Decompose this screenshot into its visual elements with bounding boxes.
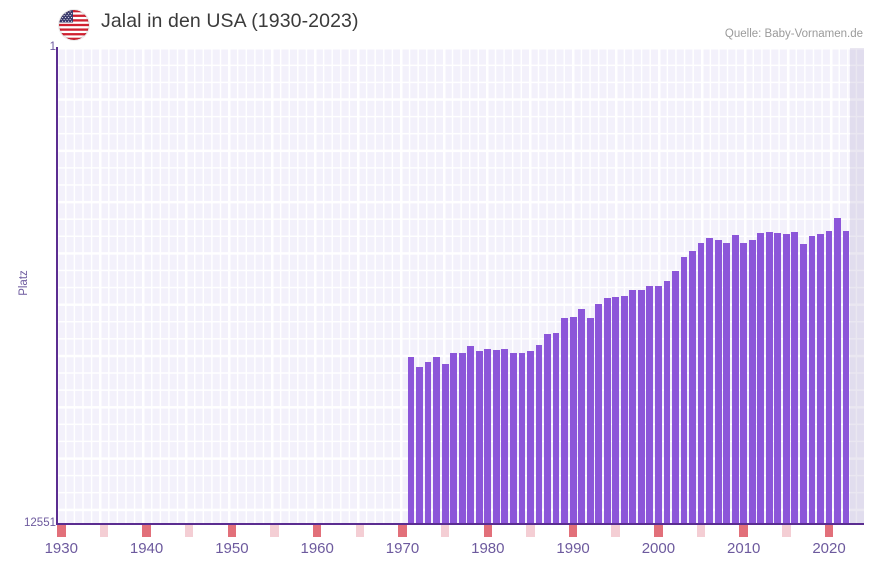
x-axis-label-1960: 1960 (300, 540, 334, 557)
x-tick-2000 (654, 525, 663, 537)
y-axis-top-value: 1 (49, 41, 56, 53)
y-axis-line (56, 47, 58, 525)
x-tick-1945 (184, 525, 194, 537)
x-tick-1980 (483, 525, 493, 537)
x-tick-1940 (142, 525, 151, 537)
x-tick-1955 (270, 525, 279, 537)
bar-1989 (561, 318, 568, 524)
bar-1998 (637, 289, 645, 524)
x-axis-label-2000: 2000 (641, 540, 676, 557)
us-flag-icon (59, 10, 89, 40)
bar-1975 (441, 364, 449, 524)
x-tick-1990 (568, 525, 578, 537)
x-axis-label-1950: 1950 (215, 540, 249, 557)
bar-2022 (842, 230, 850, 524)
bar-2006 (706, 237, 713, 524)
x-tick-2020 (824, 525, 834, 537)
bar-1999 (646, 285, 654, 524)
bar-2017 (800, 244, 807, 524)
bar-1986 (535, 345, 543, 524)
bar-1973 (424, 362, 432, 524)
x-tick-1985 (526, 525, 535, 537)
bar-1977 (458, 352, 466, 524)
x-tick-2015 (782, 525, 791, 537)
bar-2001 (663, 281, 671, 524)
x-axis-label-1940: 1940 (129, 540, 164, 557)
x-axis-line (56, 523, 864, 525)
bar-1993 (595, 304, 603, 524)
bar-2020 (825, 230, 833, 524)
x-tick-2005 (696, 525, 706, 537)
bar-2000 (654, 285, 662, 524)
bar-2004 (689, 251, 696, 524)
bar-1982 (501, 348, 509, 524)
bar-1979 (475, 351, 483, 524)
x-tick-1950 (227, 525, 237, 537)
bar-2007 (714, 239, 722, 524)
y-axis-title: Platz (18, 270, 30, 296)
bar-1990 (569, 316, 577, 524)
bar-1981 (492, 350, 500, 524)
bar-1995 (612, 297, 620, 524)
bar-2009 (731, 234, 739, 524)
x-tick-1995 (611, 525, 620, 537)
x-tick-1975 (440, 525, 450, 537)
chart-header: Jalal in den USA (1930-2023) Quelle: Bab… (0, 0, 873, 46)
chart-plot-area (57, 48, 864, 524)
x-tick-1965 (355, 525, 365, 537)
x-axis-label-1980: 1980 (471, 540, 505, 557)
bar-1987 (544, 334, 551, 524)
bar-series (57, 48, 864, 524)
x-tick-1970 (398, 525, 407, 537)
x-tick-1930 (57, 525, 66, 537)
bar-1980 (484, 349, 492, 524)
x-axis-label-2010: 2010 (727, 540, 761, 557)
bar-1974 (433, 356, 440, 524)
x-axis-label-1930: 1930 (44, 540, 78, 557)
y-axis-bottom-value: 12551 (24, 517, 56, 529)
bar-2011 (748, 239, 756, 524)
bar-1985 (527, 351, 534, 524)
bar-2008 (723, 243, 731, 524)
x-axis-label-1990: 1990 (556, 540, 590, 557)
bar-1983 (509, 352, 517, 524)
bar-1994 (603, 297, 611, 524)
bar-2021 (834, 218, 841, 524)
bar-2012 (757, 232, 765, 524)
bar-1976 (450, 352, 458, 524)
bar-2010 (740, 242, 748, 524)
bar-2014 (774, 233, 782, 524)
bar-1991 (578, 308, 586, 524)
bar-1996 (620, 296, 628, 524)
x-axis-label-2020: 2020 (812, 540, 846, 557)
bar-1997 (629, 289, 637, 524)
bar-2016 (791, 231, 799, 524)
x-tick-1935 (99, 525, 109, 537)
bar-2018 (808, 236, 816, 524)
bar-1972 (416, 367, 423, 524)
bar-2015 (782, 233, 790, 524)
x-tick-2010 (739, 525, 748, 537)
x-tick-1960 (312, 525, 322, 537)
bar-1988 (552, 333, 560, 524)
bar-1992 (586, 318, 594, 524)
source-attribution: Quelle: Baby-Vornamen.de (724, 28, 863, 40)
x-axis-label-1970: 1970 (385, 540, 420, 557)
bar-2013 (765, 231, 773, 524)
bar-1978 (467, 346, 475, 524)
page-title: Jalal in den USA (1930-2023) (101, 10, 359, 32)
bar-2003 (680, 256, 688, 524)
bar-2005 (697, 242, 705, 524)
bar-2002 (672, 271, 679, 524)
bar-2019 (817, 233, 824, 524)
bar-1984 (518, 352, 526, 524)
x-axis-tick-band (57, 525, 864, 537)
bar-1971 (407, 357, 415, 524)
